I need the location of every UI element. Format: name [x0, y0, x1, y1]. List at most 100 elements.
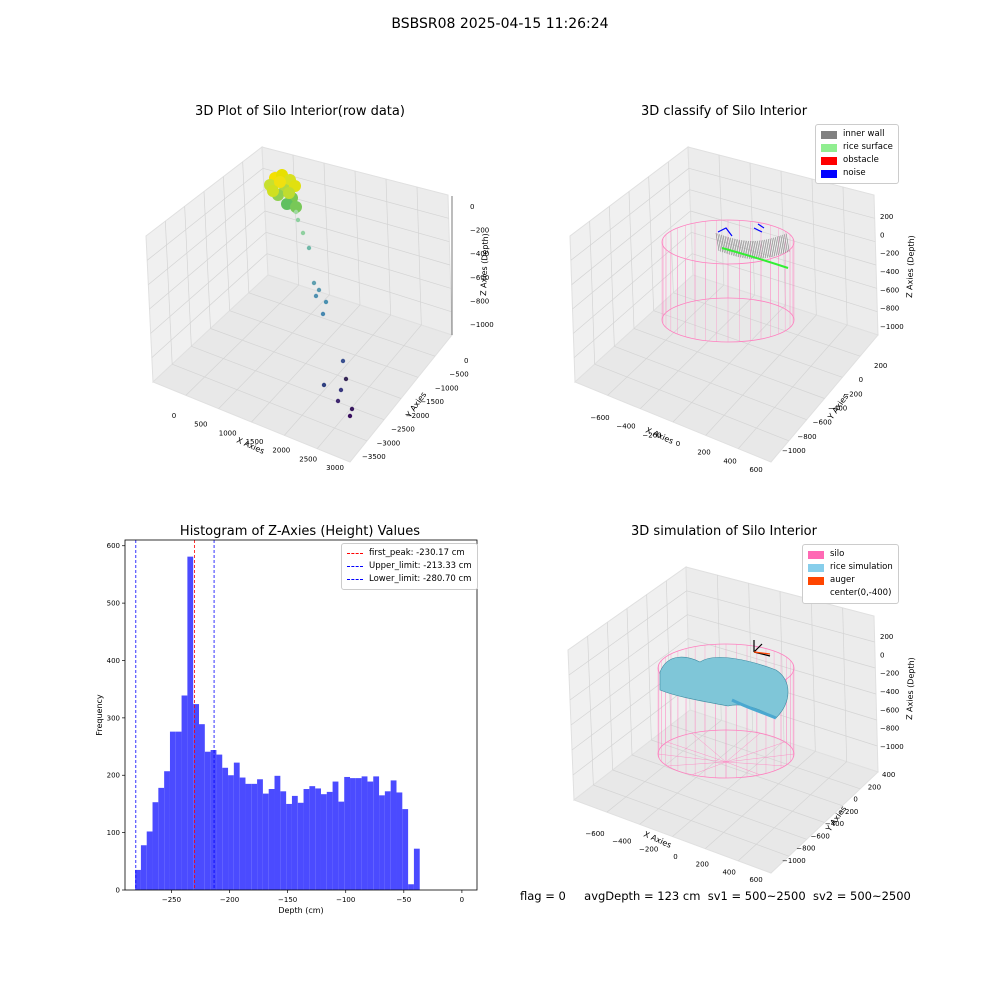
- silo-floor-line: [725, 733, 761, 763]
- inner-wall-point: [730, 237, 734, 256]
- silo-floor-line: [725, 761, 785, 767]
- histogram-bar: [199, 724, 205, 890]
- inner-wall-point: [733, 238, 738, 257]
- inner-wall-point: [762, 240, 767, 259]
- inner-wall-point: [775, 237, 779, 256]
- data-point: [320, 311, 326, 317]
- x-tick-label: 2000: [272, 447, 290, 455]
- legend-swatch: [821, 156, 837, 165]
- y-tick-label: −800: [797, 433, 816, 441]
- histogram-title: Histogram of Z-Axies (Height) Values: [179, 524, 421, 539]
- z-axis-label: Z Axies (Depth): [905, 235, 916, 298]
- legend-entry: Upper_limit: -213.33 cm: [347, 560, 472, 573]
- histogram-bar: [216, 754, 223, 890]
- histogram-bar: [210, 750, 217, 890]
- rice-surface: [721, 247, 789, 269]
- legend-swatch: [808, 563, 824, 572]
- z-tick-label: −200: [470, 227, 489, 235]
- legend-label: silo: [830, 549, 845, 559]
- x-tick-label: 600: [749, 876, 762, 884]
- y-tick-label: −400: [828, 405, 847, 413]
- inner-wall-point: [784, 234, 788, 253]
- grid-line: [151, 253, 268, 358]
- z-tick-label: 0: [470, 203, 474, 211]
- histogram-bar: [408, 884, 414, 890]
- plot-frame: [124, 539, 478, 891]
- grid-line: [738, 324, 848, 449]
- y-axis-label: Frequency: [95, 694, 104, 736]
- inner-wall-point: [773, 237, 777, 256]
- histogram-bar: [193, 704, 200, 890]
- histogram-bar: [344, 776, 351, 890]
- silo-floor-line: [667, 741, 727, 763]
- z-tick-label: −800: [470, 297, 489, 305]
- rice-simulation-edge: [731, 698, 777, 720]
- data-point: [340, 358, 346, 364]
- silo-floor-line: [725, 741, 785, 763]
- histogram-bar: [413, 848, 420, 890]
- x-tick-label: 600: [749, 466, 762, 474]
- simulation-legend: silo rice simulation auger center(0,-400): [802, 544, 899, 604]
- silo-floor-line: [725, 753, 795, 763]
- auger-marker: [753, 651, 771, 655]
- x-tick-label: −400: [612, 838, 631, 846]
- y-tick-label: −600: [811, 832, 830, 840]
- inner-wall-point: [760, 240, 765, 259]
- inner-wall-point: [778, 236, 783, 255]
- y-tick-label: −1000: [435, 384, 459, 392]
- y-tick-label: −1000: [782, 447, 806, 455]
- histogram-bar: [152, 802, 159, 890]
- data-point: [295, 217, 301, 223]
- silo-floor-line: [691, 733, 727, 763]
- x-tick-label: 2500: [299, 455, 317, 463]
- x-tick-label: 500: [194, 421, 207, 429]
- axes-3d: [569, 146, 879, 463]
- z-tick-label: −200: [880, 250, 899, 258]
- inner-wall-point: [751, 240, 756, 260]
- histogram-bar: [146, 831, 153, 890]
- histogram-bar: [251, 783, 258, 890]
- z-tick-label: −600: [880, 706, 899, 714]
- y-tick-label: 0: [853, 796, 857, 804]
- inner-wall-point: [715, 232, 720, 252]
- histogram-bar: [390, 780, 397, 890]
- legend-label: Lower_limit: -280.70 cm: [369, 574, 472, 584]
- histogram-bar: [402, 809, 409, 890]
- silo-floor-line: [667, 761, 727, 767]
- legend-swatch: [821, 130, 837, 139]
- data-point: [347, 413, 353, 419]
- y-tick-label: −2500: [391, 426, 415, 434]
- data-point: [300, 230, 306, 236]
- x-tick-label: −250: [162, 896, 181, 904]
- x-tick-label: 0: [673, 853, 677, 861]
- center-marker: [753, 643, 763, 653]
- x-tick-label: 0: [172, 412, 176, 420]
- y-tick-label: −3500: [362, 453, 386, 461]
- y-tick-label: 400: [882, 771, 895, 779]
- legend-entry: silo: [808, 548, 893, 561]
- axes-3d: [567, 566, 879, 874]
- legend-label: rice simulation: [830, 562, 893, 572]
- inner-wall-point: [780, 235, 785, 254]
- histogram-bar: [361, 776, 368, 890]
- x-tick-label: 200: [696, 861, 709, 869]
- legend-line-swatch: [347, 579, 363, 580]
- legend-swatch: [821, 169, 837, 178]
- data-point: [349, 406, 355, 412]
- histogram-bar: [262, 793, 269, 890]
- inner-wall-point: [769, 238, 774, 257]
- z-tick-label: 200: [880, 213, 893, 221]
- classify-3d-plot: −600 −400 −200 0 200 400 600 200 0 −200 −400 −600 −8…: [569, 146, 916, 474]
- y-tick-label: 300: [107, 714, 120, 722]
- histogram-bar: [379, 795, 385, 890]
- silo-floor-line: [691, 761, 727, 775]
- rice-simulation-surface: [659, 656, 789, 719]
- z-tick-label: 200: [880, 633, 893, 641]
- histogram-bar: [169, 731, 176, 890]
- z-tick-label: −1000: [880, 743, 904, 751]
- histogram-bar: [315, 788, 321, 890]
- legend-swatch: [808, 590, 824, 598]
- status-line: flag = 0 avgDepth = 123 cm sv1 = 500~250…: [520, 889, 911, 903]
- x-tick-label: −200: [642, 431, 661, 439]
- y-tick-label: 0: [464, 357, 468, 365]
